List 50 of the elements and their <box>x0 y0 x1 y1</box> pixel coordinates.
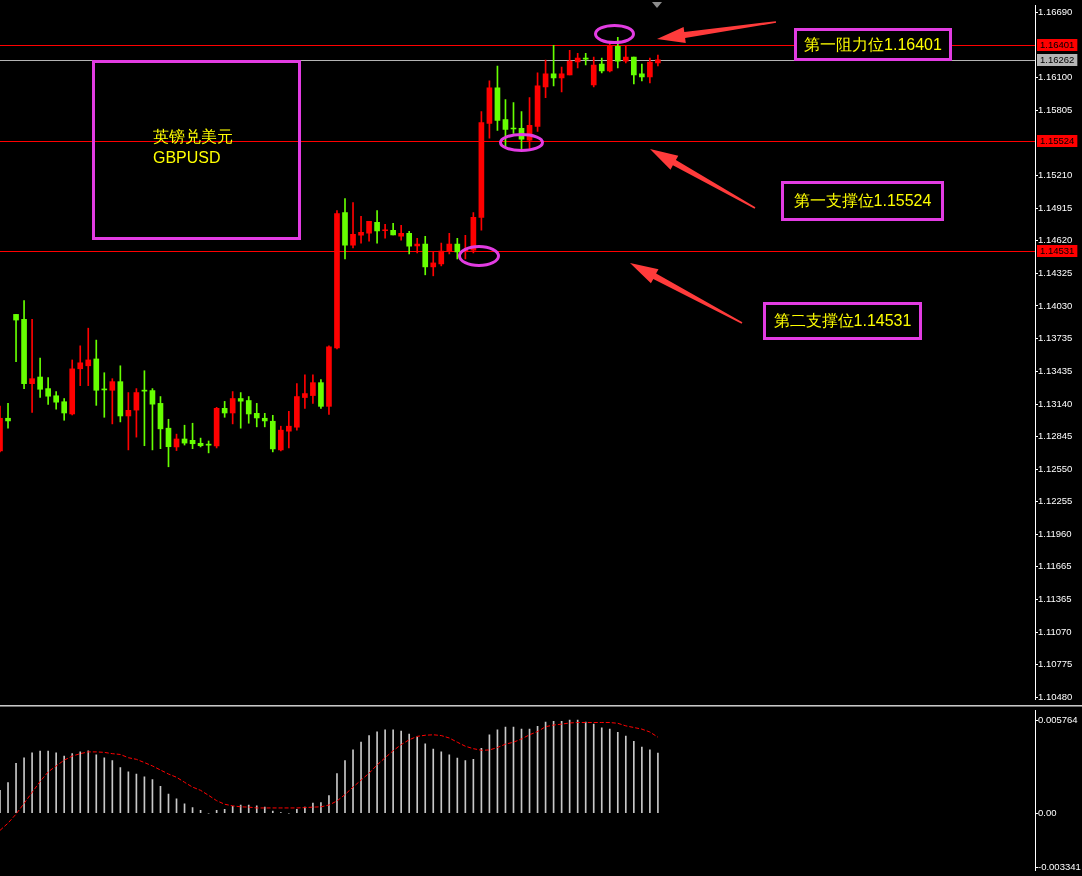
candlestick <box>382 224 388 239</box>
y-tick-label: 1.10775 <box>1038 658 1073 670</box>
annotation: 第一阻力位1.16401 <box>804 35 942 54</box>
y-tick-label: 1.15210 <box>1038 169 1073 181</box>
candlestick <box>77 345 84 386</box>
candlestick <box>358 216 364 244</box>
line-series <box>0 721 659 831</box>
y-tick-label: 1.14620 <box>1038 234 1073 246</box>
candlestick <box>398 224 404 241</box>
candlestick <box>261 412 268 428</box>
text: GBPUSD <box>153 149 221 167</box>
y-tick-label: 1.11365 <box>1038 593 1072 605</box>
y-tick-label: 1.12550 <box>1038 462 1073 474</box>
ref-line-label: 1.16401 <box>1040 39 1075 51</box>
candlestick <box>85 327 92 386</box>
y-tick-label: 1.10480 <box>1038 690 1073 702</box>
y-tick-label: 1.14030 <box>1038 299 1073 311</box>
candlestick <box>286 410 292 449</box>
candlestick <box>29 319 35 413</box>
y-tick-label: 0.00 <box>1038 806 1057 818</box>
ref-line-label: 1.16262 <box>1040 54 1075 66</box>
y-tick-label: 1.12255 <box>1038 495 1073 507</box>
candlestick <box>237 392 244 429</box>
ref-line-label: 1.14531 <box>1040 245 1075 257</box>
y-tick-label: 1.13435 <box>1038 365 1073 377</box>
y-tick-label: 1.16690 <box>1038 6 1073 18</box>
y-tick-label: 1.11960 <box>1038 527 1072 539</box>
y-tick-label: -0.003341 <box>1038 860 1081 872</box>
candlestick <box>374 210 380 244</box>
candlestick <box>350 202 356 249</box>
ref-line-label: 1.15524 <box>1040 135 1075 147</box>
candlestick <box>302 374 308 409</box>
annotation: 第一支撑位1.15524 <box>793 192 932 210</box>
y-tick-label: 0.005764 <box>1038 713 1078 725</box>
candlestick <box>13 314 19 362</box>
y-tick-label: 1.13140 <box>1038 397 1073 409</box>
y-tick-label: 1.14915 <box>1038 201 1073 213</box>
text: 英镑兑美元 <box>153 128 233 146</box>
candlestick <box>5 403 11 429</box>
y-tick-label: 1.16100 <box>1038 71 1073 83</box>
y-tick-label: 1.12845 <box>1038 430 1073 442</box>
y-tick-label: 1.14325 <box>1038 267 1073 279</box>
candlestick <box>109 378 116 425</box>
candlestick <box>253 403 260 428</box>
candlestick <box>582 52 589 66</box>
y-tick-label: 1.13735 <box>1038 332 1073 344</box>
y-tick-label: 1.11665 <box>1038 560 1072 572</box>
annotation: 第二支撑位1.14531 <box>773 312 912 330</box>
y-tick-label: 1.15805 <box>1038 103 1073 115</box>
y-tick-label: 1.11070 <box>1038 625 1072 637</box>
